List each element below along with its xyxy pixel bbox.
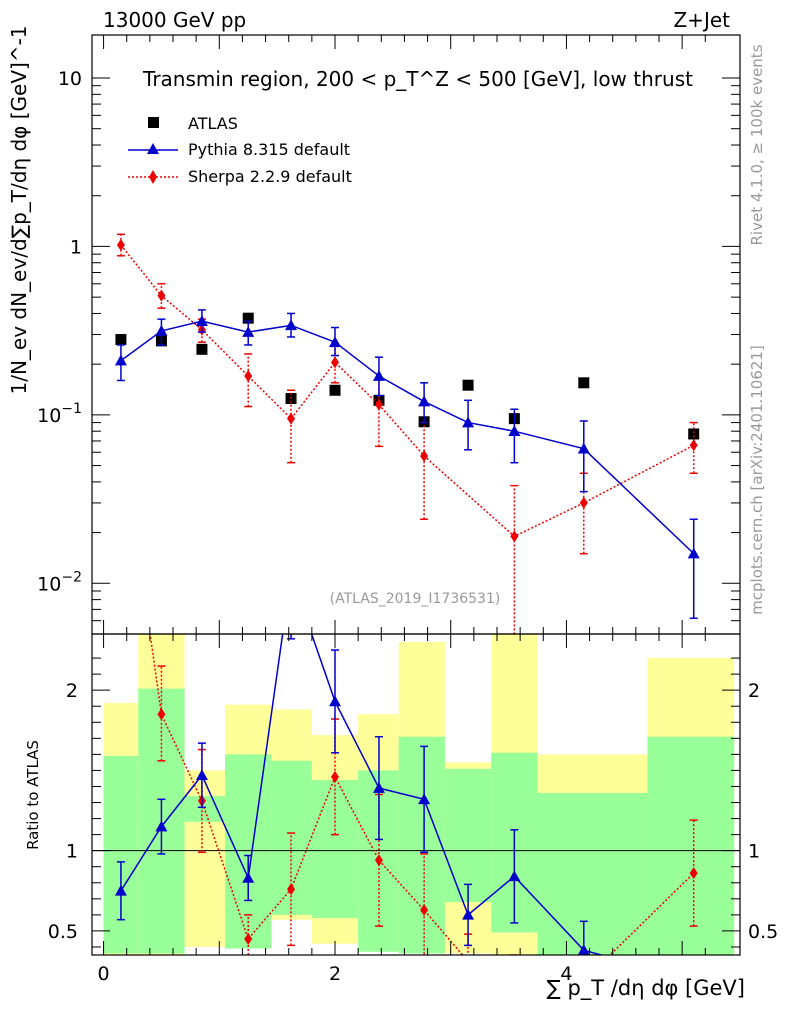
analysis-id: (ATLAS_2019_I1736531) xyxy=(330,591,501,607)
ratio-sherpa-point-6 xyxy=(374,854,383,867)
x-axis-label: ∑ p_T /dη dφ [GeV] xyxy=(547,976,745,1001)
pythia-point-1 xyxy=(155,324,168,336)
legend-marker-atlas xyxy=(148,117,159,128)
ratio-pythia-point-5 xyxy=(329,695,341,707)
ratio-pythia-point-10 xyxy=(577,944,590,955)
main-plot-content xyxy=(114,233,700,634)
ratio-pythia-point-4 xyxy=(285,569,297,580)
sherpa-point-4 xyxy=(287,412,296,425)
atlas-point-10 xyxy=(578,377,590,389)
ratio-sherpa-point-0 xyxy=(117,421,125,433)
x-tick-label: 2 xyxy=(329,963,341,985)
ratio-pythia-point-2 xyxy=(195,769,208,781)
sherpa-point-11 xyxy=(689,439,698,452)
band-inner-5 xyxy=(311,780,359,919)
chart-title: Transmin region, 200 < p_T^Z < 500 [GeV]… xyxy=(142,67,693,91)
ratio-pythia-point-6 xyxy=(372,782,385,793)
uncertainty-bands xyxy=(103,634,735,955)
side-text-top: Rivet 4.1.0, ≥ 100k events xyxy=(748,44,766,245)
ratio-y-tick-label-right: 0.5 xyxy=(748,921,778,943)
sherpa-point-3 xyxy=(244,370,253,383)
ratio-y-tick-label-left: 2 xyxy=(66,680,78,702)
atlas-point-2 xyxy=(196,343,208,355)
atlas-point-11 xyxy=(688,428,700,440)
band-inner-8 xyxy=(444,768,492,903)
ratio-sherpa-point-8 xyxy=(464,955,472,967)
pythia-point-2 xyxy=(195,315,208,326)
y-tick-label: 1 xyxy=(70,236,82,258)
pythia-point-3 xyxy=(242,326,255,337)
sherpa-point-1 xyxy=(157,289,166,302)
ratio-pythia-point-9 xyxy=(508,870,521,882)
pythia-point-0 xyxy=(114,354,127,366)
sherpa-point-0 xyxy=(116,238,125,251)
y-tick-label: 10−2 xyxy=(37,569,82,595)
legend-label-atlas: ATLAS xyxy=(188,114,238,133)
ratio-sherpa-point-4 xyxy=(287,883,296,896)
ratio-sherpa-point-3 xyxy=(244,932,253,945)
side-text-bottom: mcplots.cern.ch [arXiv:2401.10621] xyxy=(748,345,766,615)
ratio-sherpa-point-1 xyxy=(157,708,166,721)
ratio-pythia-point-1 xyxy=(155,820,168,832)
sherpa-line xyxy=(120,244,695,538)
ratio-sherpa-point-9 xyxy=(510,973,518,985)
atlas-point-3 xyxy=(242,312,254,324)
y-tick-label: 10 xyxy=(58,68,82,90)
header-left: 13000 GeV pp xyxy=(103,8,246,32)
x-tick-label: 0 xyxy=(98,963,110,985)
pythia-point-8 xyxy=(462,416,475,428)
ratio-sherpa-line xyxy=(149,634,695,955)
legend-label-sherpa: Sherpa 2.2.9 default xyxy=(188,167,352,186)
x-tick-label: 4 xyxy=(560,963,572,985)
pythia-point-10 xyxy=(577,442,590,454)
ratio-frame xyxy=(91,633,741,956)
sherpa-point-6 xyxy=(374,398,383,411)
sherpa-point-7 xyxy=(420,449,429,462)
ratio-pythia-point-3 xyxy=(242,871,255,883)
pythia-point-4 xyxy=(285,319,298,331)
atlas-point-5 xyxy=(329,384,341,396)
atlas-point-0 xyxy=(115,334,127,346)
ratio-y-tick-label-right: 2 xyxy=(748,680,760,702)
ratio-y-tick-label-right: 1 xyxy=(748,841,760,863)
band-inner-0 xyxy=(103,755,139,954)
pythia-point-6 xyxy=(372,370,385,381)
ratio-y-axis-label: Ratio to ATLAS xyxy=(24,740,42,850)
legend-label-pythia: Pythia 8.315 default xyxy=(188,140,350,159)
ratio-pythia-line xyxy=(120,634,604,955)
pythia-line xyxy=(120,320,695,555)
legend-marker-sherpa xyxy=(149,170,157,184)
legend: ATLAS Pythia 8.315 default Sherpa 2.2.9 … xyxy=(128,114,352,186)
pythia-point-7 xyxy=(418,395,431,407)
ratio-pythia-point-0 xyxy=(114,884,127,896)
pythia-point-11 xyxy=(687,547,700,559)
band-inner-3 xyxy=(225,754,272,949)
pythia-point-9 xyxy=(508,425,521,436)
sherpa-point-5 xyxy=(331,356,339,369)
sherpa-point-9 xyxy=(510,530,519,543)
y-tick-label: 10−1 xyxy=(37,401,82,427)
ratio-pythia-point-7 xyxy=(418,793,431,805)
ratio-y-tick-label-left: 0.5 xyxy=(48,921,78,943)
axes: 0 2 4 10 1 10−1 10−2 0.5 0.5 1 1 2 2 xyxy=(37,34,778,985)
y-axis-label: 1/N_ev dN_ev/d∑p_T/dη dφ [GeV]^-1 xyxy=(7,25,31,394)
band-inner-10 xyxy=(537,792,648,955)
legend-marker-pythia xyxy=(147,143,159,154)
ratio-pythia-point-8 xyxy=(462,908,475,920)
sherpa-point-10 xyxy=(579,496,588,509)
atlas-point-8 xyxy=(462,379,474,391)
ratio-sherpa-point-11 xyxy=(689,867,698,880)
ratio-sherpa-point-7 xyxy=(420,904,429,917)
ratio-sherpa-point-5 xyxy=(331,770,339,783)
band-inner-11 xyxy=(647,736,735,955)
ratio-plot-content xyxy=(92,421,740,985)
pythia-point-5 xyxy=(329,336,341,348)
band-inner-7 xyxy=(398,736,445,954)
header-right: Z+Jet xyxy=(673,8,730,32)
ratio-y-tick-label-left: 1 xyxy=(66,841,78,863)
